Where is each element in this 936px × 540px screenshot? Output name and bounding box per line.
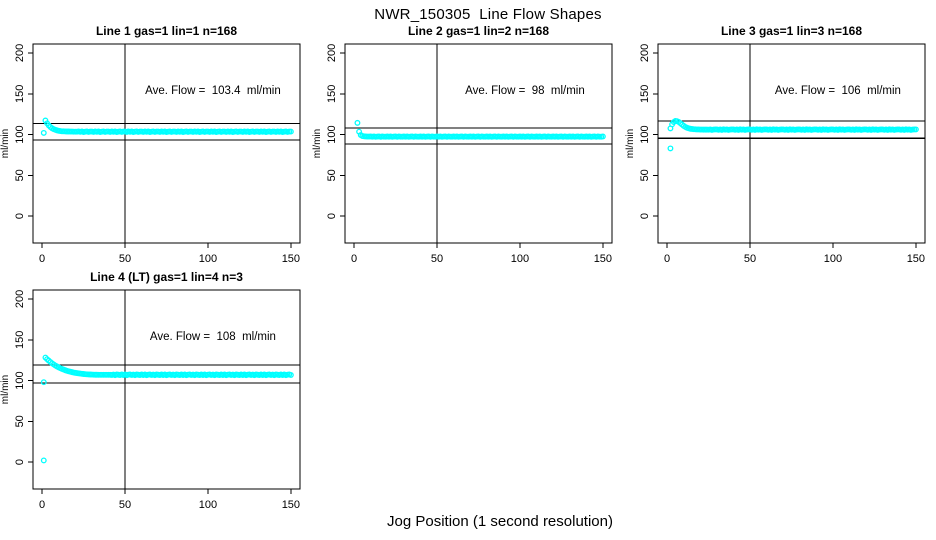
svg-text:200: 200 xyxy=(14,44,26,62)
svg-text:150: 150 xyxy=(594,253,612,265)
plot-area-line-2: 0 50 100 150 0 50 100 150 200 ml/min Ave. Flow = 9… xyxy=(312,43,613,265)
subplot-title-line-1: Line 1 gas=1 lin=1 n=168 xyxy=(95,24,238,38)
svg-text:0: 0 xyxy=(39,253,45,265)
svg-text:150: 150 xyxy=(907,253,925,265)
svg-text:150: 150 xyxy=(14,85,26,103)
svg-text:200: 200 xyxy=(326,44,338,62)
svg-text:150: 150 xyxy=(14,331,26,349)
svg-text:0: 0 xyxy=(14,459,26,465)
svg-text:50: 50 xyxy=(14,415,26,427)
svg-text:ml/min: ml/min xyxy=(312,129,323,158)
svg-text:0: 0 xyxy=(664,253,670,265)
svg-text:0: 0 xyxy=(14,213,26,219)
plot-area-line-4: 0 50 100 150 0 50 100 150 200 ml/min Ave. Flow = 1… xyxy=(0,289,301,511)
subplot-title-line-3: Line 3 gas=1 lin=3 n=168 xyxy=(720,24,863,38)
svg-text:ml/min: ml/min xyxy=(0,375,11,404)
plot-area-line-1: 0 50 100 150 0 50 100 150 200 ml/min Ave. Flow = 1… xyxy=(0,43,301,265)
svg-text:0: 0 xyxy=(39,499,45,511)
svg-text:150: 150 xyxy=(326,85,338,103)
svg-text:50: 50 xyxy=(639,169,651,181)
svg-text:0: 0 xyxy=(639,213,651,219)
svg-text:200: 200 xyxy=(639,44,651,62)
subplot-line-1: Line 1 gas=1 lin=1 n=168 0 50 100 150 0 50 100… xyxy=(0,24,312,272)
svg-text:Ave. Flow = 103.4 ml/min: Ave. Flow = 103.4 ml/min xyxy=(145,85,281,97)
svg-text:50: 50 xyxy=(431,253,443,265)
figure-xlabel: Jog Position (1 second resolution) xyxy=(387,513,613,530)
svg-text:0: 0 xyxy=(326,213,338,219)
svg-text:50: 50 xyxy=(326,169,338,181)
subplot-title-line-4: Line 4 (LT) gas=1 lin=4 n=3 xyxy=(90,270,243,284)
svg-text:100: 100 xyxy=(824,253,842,265)
svg-text:0: 0 xyxy=(351,253,357,265)
subplot-line-3: Line 3 gas=1 lin=3 n=168 0 50 100 150 0 50 100… xyxy=(625,24,936,272)
svg-text:150: 150 xyxy=(282,253,300,265)
svg-text:ml/min: ml/min xyxy=(0,129,11,158)
svg-text:Ave. Flow = 108 ml/min: Ave. Flow = 108 ml/min xyxy=(150,331,276,343)
svg-text:100: 100 xyxy=(199,253,217,265)
svg-text:100: 100 xyxy=(639,125,651,143)
svg-text:50: 50 xyxy=(14,169,26,181)
subplot-line-2: Line 2 gas=1 lin=2 n=168 0 50 100 150 0 50 100… xyxy=(312,24,624,272)
subplot-title-line-2: Line 2 gas=1 lin=2 n=168 xyxy=(407,24,550,38)
svg-text:100: 100 xyxy=(14,125,26,143)
svg-text:100: 100 xyxy=(199,499,217,511)
svg-text:100: 100 xyxy=(14,371,26,389)
svg-text:200: 200 xyxy=(14,290,26,308)
plot-area-line-3: 0 50 100 150 0 50 100 150 200 ml/min Ave. Flow = 1… xyxy=(625,43,926,265)
svg-text:ml/min: ml/min xyxy=(625,129,636,158)
svg-text:150: 150 xyxy=(639,85,651,103)
svg-text:150: 150 xyxy=(282,499,300,511)
svg-text:100: 100 xyxy=(511,253,529,265)
svg-text:Ave. Flow = 106 ml/min: Ave. Flow = 106 ml/min xyxy=(775,85,901,97)
figure-title: NWR_150305 Line Flow Shapes xyxy=(374,6,602,23)
svg-text:100: 100 xyxy=(326,125,338,143)
svg-text:50: 50 xyxy=(119,499,131,511)
svg-text:50: 50 xyxy=(119,253,131,265)
svg-text:Ave. Flow = 98 ml/min: Ave. Flow = 98 ml/min xyxy=(465,85,585,97)
subplot-line-4: Line 4 (LT) gas=1 lin=4 n=3 0 50 100 150 0 50… xyxy=(0,270,312,518)
svg-text:50: 50 xyxy=(744,253,756,265)
